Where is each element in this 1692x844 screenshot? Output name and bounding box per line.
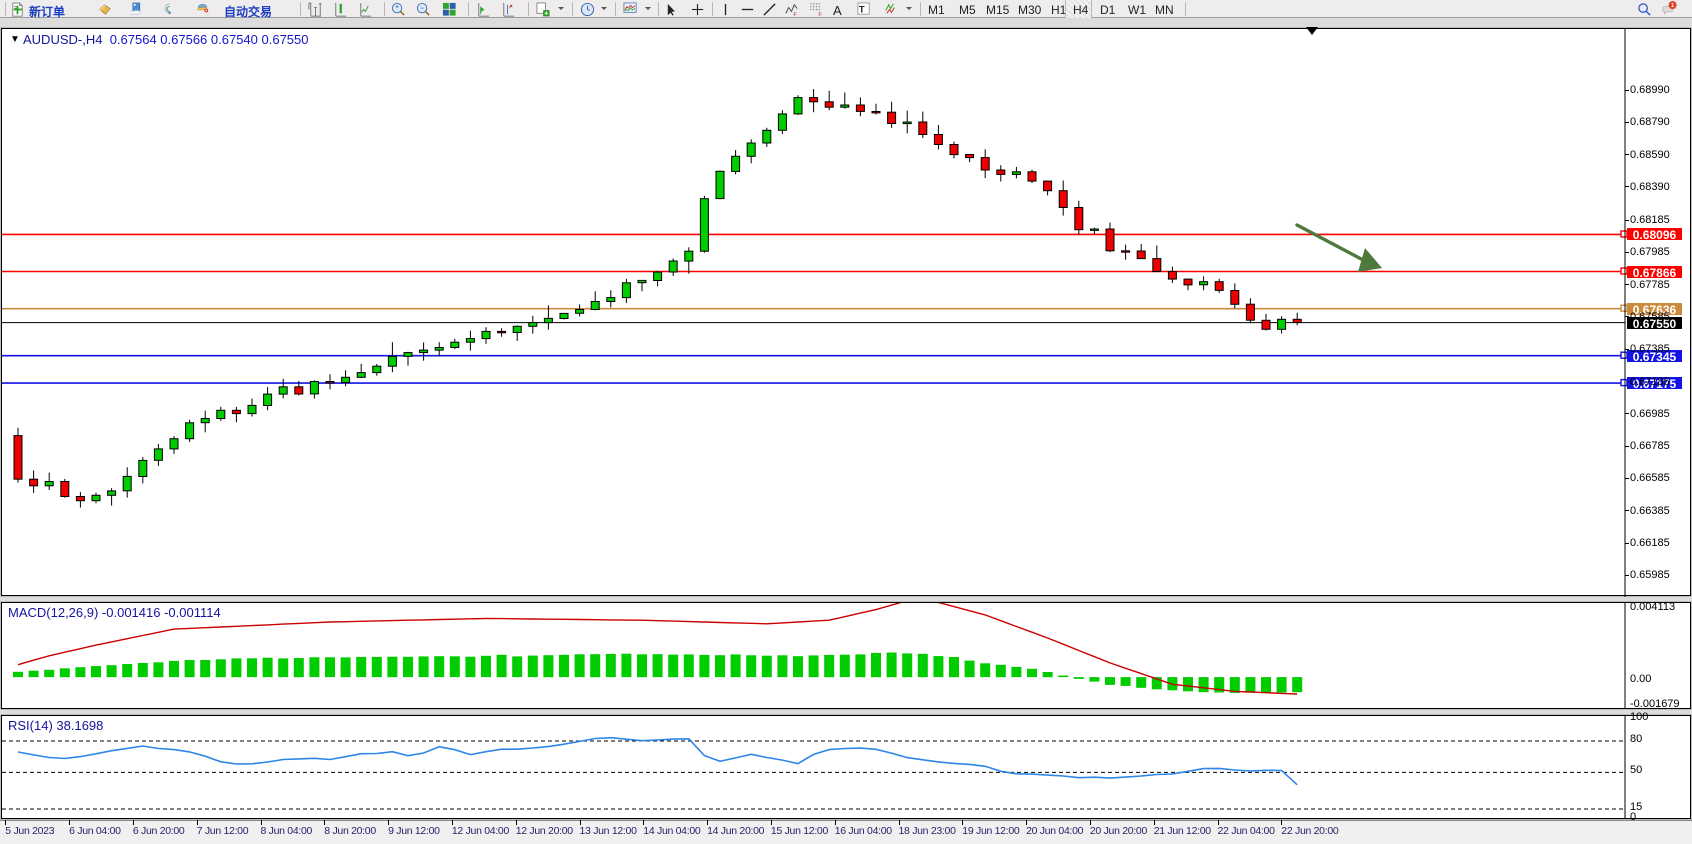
svg-text:F: F bbox=[793, 12, 797, 17]
svg-text:F: F bbox=[818, 12, 822, 17]
svg-text:T: T bbox=[859, 4, 865, 14]
svg-text:1: 1 bbox=[1671, 3, 1674, 9]
